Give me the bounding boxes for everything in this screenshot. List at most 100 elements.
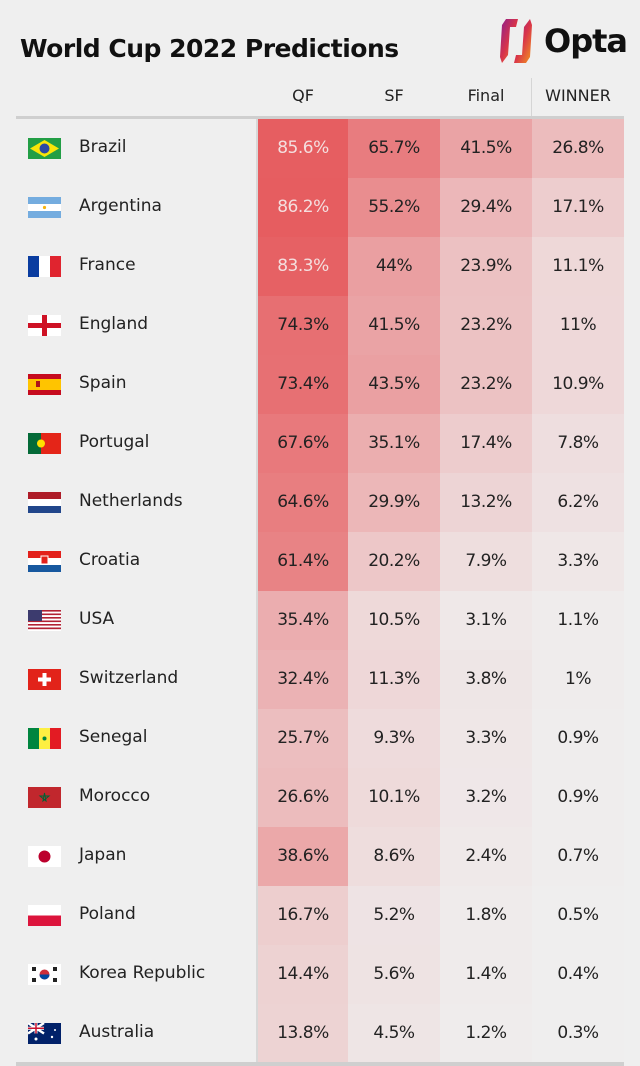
flag-portugal-icon <box>28 433 61 454</box>
flag-usa-icon <box>28 610 61 631</box>
table-row: England 74.3% 41.5% 23.2% 11% <box>16 296 624 355</box>
flag-spain-icon <box>28 374 61 395</box>
cell-winner: 6.2% <box>532 473 624 532</box>
table-row: Switzerland 32.4% 11.3% 3.8% 1% <box>16 650 624 709</box>
table-row: Australia 13.8% 4.5% 1.2% 0.3% <box>16 1004 624 1063</box>
team-name: Korea Republic <box>79 963 206 983</box>
cell-sf: 55.2% <box>348 178 440 237</box>
team-name: Poland <box>79 904 136 924</box>
cell-final: 29.4% <box>440 178 532 237</box>
cell-final: 1.8% <box>440 886 532 945</box>
cell-winner: 11.1% <box>532 237 624 296</box>
cell-sf: 41.5% <box>348 296 440 355</box>
cell-qf: 38.6% <box>257 827 349 886</box>
cell-final: 3.1% <box>440 591 532 650</box>
flag-netherlands-icon <box>28 492 61 513</box>
cell-winner: 0.9% <box>532 709 624 768</box>
cell-winner: 3.3% <box>532 532 624 591</box>
table-row: USA 35.4% 10.5% 3.1% 1.1% <box>16 591 624 650</box>
column-header-final: Final <box>467 86 505 105</box>
cell-final: 3.2% <box>440 768 532 827</box>
team-name: Croatia <box>79 550 141 570</box>
table-row: Portugal 67.6% 35.1% 17.4% 7.8% <box>16 414 624 473</box>
cell-sf: 43.5% <box>348 355 440 414</box>
cell-final: 3.3% <box>440 709 532 768</box>
cell-qf: 14.4% <box>257 945 349 1004</box>
column-header-qf: QF <box>292 86 314 105</box>
cell-final: 41.5% <box>440 119 532 178</box>
cell-final: 1.2% <box>440 1004 532 1063</box>
cell-sf: 44% <box>348 237 440 296</box>
team-name: Portugal <box>79 432 150 452</box>
table-row: Morocco 26.6% 10.1% 3.2% 0.9% <box>16 768 624 827</box>
table-row: Croatia 61.4% 20.2% 7.9% 3.3% <box>16 532 624 591</box>
cell-final: 2.4% <box>440 827 532 886</box>
opta-logo-icon <box>500 19 532 63</box>
cell-winner: 0.5% <box>532 886 624 945</box>
cell-winner: 26.8% <box>532 119 624 178</box>
flag-switzerland-icon <box>28 669 61 690</box>
team-name: Brazil <box>79 137 127 157</box>
flag-korea-icon <box>28 964 61 985</box>
column-header-sf: SF <box>384 86 404 105</box>
team-name: Argentina <box>79 196 162 216</box>
column-header-winner: WINNER <box>545 86 611 105</box>
team-name: England <box>79 314 149 334</box>
table-row: Argentina 86.2% 55.2% 29.4% 17.1% <box>16 178 624 237</box>
flag-croatia-icon <box>28 551 61 572</box>
header-divider <box>531 78 532 116</box>
cell-final: 7.9% <box>440 532 532 591</box>
cell-final: 1.4% <box>440 945 532 1004</box>
cell-final: 23.2% <box>440 296 532 355</box>
header-rule <box>16 116 624 119</box>
cell-sf: 5.6% <box>348 945 440 1004</box>
cell-qf: 83.3% <box>257 237 349 296</box>
cell-qf: 13.8% <box>257 1004 349 1063</box>
cell-sf: 8.6% <box>348 827 440 886</box>
cell-winner: 0.7% <box>532 827 624 886</box>
team-name: Morocco <box>79 786 151 806</box>
team-name: France <box>79 255 136 275</box>
cell-sf: 5.2% <box>348 886 440 945</box>
cell-qf: 26.6% <box>257 768 349 827</box>
page-title: World Cup 2022 Predictions <box>20 34 399 63</box>
cell-winner: 0.4% <box>532 945 624 1004</box>
cell-winner: 0.3% <box>532 1004 624 1063</box>
cell-qf: 35.4% <box>257 591 349 650</box>
bottom-rule <box>16 1062 624 1066</box>
cell-qf: 86.2% <box>257 178 349 237</box>
cell-sf: 10.1% <box>348 768 440 827</box>
cell-qf: 64.6% <box>257 473 349 532</box>
cell-winner: 1.1% <box>532 591 624 650</box>
cell-qf: 61.4% <box>257 532 349 591</box>
cell-winner: 0.9% <box>532 768 624 827</box>
cell-qf: 74.3% <box>257 296 349 355</box>
cell-sf: 10.5% <box>348 591 440 650</box>
cell-sf: 65.7% <box>348 119 440 178</box>
cell-winner: 7.8% <box>532 414 624 473</box>
flag-brazil-icon <box>28 138 61 159</box>
table-row: Brazil 85.6% 65.7% 41.5% 26.8% <box>16 119 624 178</box>
team-name: Netherlands <box>79 491 183 511</box>
flag-japan-icon <box>28 846 61 867</box>
flag-senegal-icon <box>28 728 61 749</box>
cell-qf: 73.4% <box>257 355 349 414</box>
flag-australia-icon <box>28 1023 61 1044</box>
flag-france-icon <box>28 256 61 277</box>
cell-qf: 32.4% <box>257 650 349 709</box>
table-row: Spain 73.4% 43.5% 23.2% 10.9% <box>16 355 624 414</box>
opta-logo-text: Opta <box>544 22 628 60</box>
cell-winner: 1% <box>532 650 624 709</box>
cell-sf: 9.3% <box>348 709 440 768</box>
cell-winner: 10.9% <box>532 355 624 414</box>
table-row: France 83.3% 44% 23.9% 11.1% <box>16 237 624 296</box>
team-name: Switzerland <box>79 668 179 688</box>
flag-morocco-icon <box>28 787 61 808</box>
cell-final: 3.8% <box>440 650 532 709</box>
opta-logo: Opta <box>498 17 628 65</box>
team-name: Japan <box>79 845 127 865</box>
cell-sf: 11.3% <box>348 650 440 709</box>
cell-sf: 4.5% <box>348 1004 440 1063</box>
team-name: USA <box>79 609 115 629</box>
flag-poland-icon <box>28 905 61 926</box>
